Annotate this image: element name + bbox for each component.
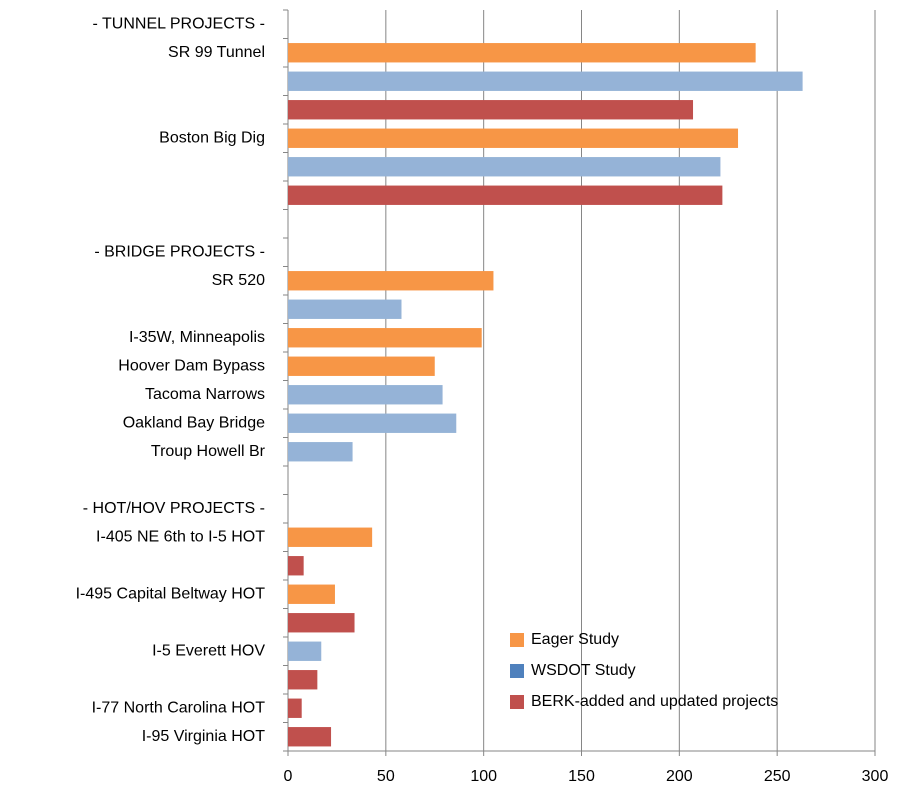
category-label: I-495 Capital Beltway HOT [76,585,266,602]
bar [288,356,435,376]
x-tick-label: 150 [568,768,595,785]
legend-label: WSDOT Study [531,662,636,679]
legend-label: BERK-added and updated projects [531,693,778,710]
bar [288,128,739,148]
category-label: Hoover Dam Bypass [118,357,265,374]
legend-swatch [510,633,524,647]
legend-swatch [510,695,524,709]
bar [288,698,302,718]
bar [288,641,322,661]
bar [288,157,721,177]
bar [288,385,443,405]
bar [288,413,457,433]
category-label: - HOT/HOV PROJECTS - [83,500,265,517]
bar [288,670,318,690]
bar [288,328,482,348]
legend-label: Eager Study [531,631,619,648]
x-tick-label: 100 [470,768,497,785]
x-tick-label: 300 [862,768,889,785]
bar [288,556,304,576]
category-label: - BRIDGE PROJECTS - [94,243,265,260]
bar [288,442,353,462]
x-tick-label: 50 [377,768,395,785]
x-tick-label: 0 [284,768,293,785]
category-label: I-77 North Carolina HOT [92,699,266,716]
legend-swatch [510,664,524,678]
category-label: I-405 NE 6th to I-5 HOT [96,528,265,545]
bar [288,100,694,120]
category-label: - TUNNEL PROJECTS - [93,15,265,32]
bar [288,43,756,63]
bar [288,185,723,205]
x-tick-label: 200 [666,768,693,785]
category-label: SR 99 Tunnel [168,44,265,61]
bar [288,71,803,91]
bar [288,613,355,633]
bar [288,584,335,604]
bar [288,271,494,291]
bar [288,727,332,747]
category-label: I-5 Everett HOV [152,642,265,659]
bar [288,299,402,319]
category-label: I-35W, Minneapolis [129,329,265,346]
category-label: SR 520 [212,272,265,289]
bar [288,527,373,547]
category-label: Troup Howell Br [151,443,266,460]
category-label: I-95 Virginia HOT [142,728,266,745]
category-label: Boston Big Dig [159,129,265,146]
x-tick-label: 250 [764,768,791,785]
category-label: Tacoma Narrows [145,386,265,403]
category-label: Oakland Bay Bridge [123,414,265,431]
